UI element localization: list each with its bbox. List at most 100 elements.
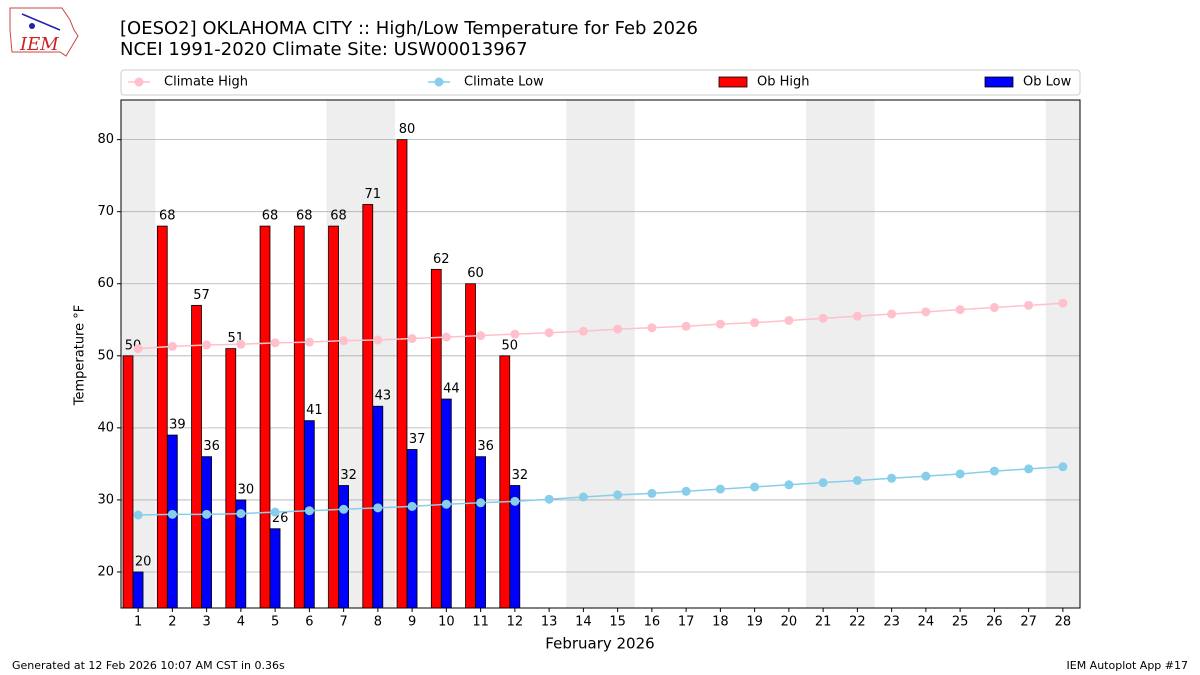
marker [373,503,383,513]
y-tick-label: 50 [97,348,114,363]
x-axis-label: February 2026 [545,635,654,653]
chart-subtitle: NCEI 1991-2020 Climate Site: USW00013967 [120,39,528,60]
bar [465,283,476,609]
data-label: 68 [159,209,176,224]
bar [328,225,339,609]
marker [681,486,691,496]
marker [407,334,417,344]
bar [293,225,305,609]
marker [989,303,999,313]
marker [510,496,520,506]
marker [167,509,177,519]
marker [270,338,280,348]
y-tick-label: 20 [97,564,114,579]
bar [475,456,486,609]
bar [132,571,144,609]
x-tick-label: 24 [918,615,935,630]
x-tick-label: 27 [1020,615,1037,630]
x-tick-label: 17 [678,615,695,630]
marker [784,480,794,490]
data-label: 68 [262,209,279,224]
data-label: 57 [193,288,210,303]
logo: IEM [9,7,79,57]
data-label: 39 [169,418,186,433]
marker [921,307,931,317]
x-tick-label: 20 [781,615,798,630]
data-label: 62 [433,252,450,267]
marker [510,329,520,339]
marker [852,475,862,485]
plot-frame [120,99,1081,609]
marker [373,335,383,345]
x-tick-label: 22 [849,615,866,630]
legend-box [120,69,1081,96]
bar [338,485,349,609]
marker [304,506,314,516]
marker [578,492,588,502]
marker [715,319,725,329]
x-tick-label: 10 [438,615,455,630]
x-tick-label: 23 [883,615,900,630]
x-tick-label: 5 [271,615,279,630]
logo-line [21,13,61,31]
bar [269,528,281,609]
data-label: 60 [467,266,484,281]
x-tick-label: 2 [168,615,176,630]
marker [715,484,725,494]
line [138,466,1063,516]
bar [362,204,374,609]
marker [852,311,862,321]
marker [955,305,965,315]
y-tick-label: 80 [97,132,114,147]
marker [887,473,897,483]
bar [406,449,418,609]
footer-left: Generated at 12 Feb 2026 10:07 AM CST in… [12,659,285,672]
x-tick-label: 14 [575,615,592,630]
legend-swatch [134,77,144,87]
marker [887,309,897,319]
bar [166,434,178,609]
logo-text: IEM [19,34,59,55]
bar [191,304,202,609]
x-tick-label: 19 [746,615,763,630]
x-tick-label: 9 [408,615,416,630]
marker [544,328,554,338]
x-tick-label: 15 [609,615,626,630]
x-tick-label: 7 [339,615,347,630]
chart-title: [OESO2] OKLAHOMA CITY :: High/Low Temper… [120,18,698,39]
legend-swatch [984,76,1014,88]
marker [441,499,451,509]
marker [784,315,794,325]
bar [499,355,511,609]
marker [1058,298,1068,308]
legend-label: Climate Low [464,75,544,90]
y-tick-label: 30 [97,492,114,507]
data-label: 32 [340,468,357,483]
data-label: 50 [501,338,518,353]
y-tick-label: 60 [97,276,114,291]
marker [133,344,143,354]
marker [1024,300,1034,310]
data-label: 43 [375,389,392,404]
data-label: 44 [443,382,460,397]
bar [156,225,168,609]
footer-right: IEM Autoplot App #17 [1067,659,1189,672]
marker [818,313,828,323]
marker [578,326,588,336]
x-tick-label: 11 [472,615,489,630]
marker [818,478,828,488]
marker [955,469,965,479]
data-label: 71 [364,187,381,202]
weekend-band [566,100,601,608]
x-tick-label: 4 [237,615,245,630]
line [138,302,1063,350]
bar [396,139,408,609]
marker [476,331,486,341]
marker [647,323,657,333]
bar [201,456,212,609]
marker [476,498,486,508]
data-label: 30 [238,482,255,497]
marker [544,494,554,504]
data-label: 37 [409,432,426,447]
